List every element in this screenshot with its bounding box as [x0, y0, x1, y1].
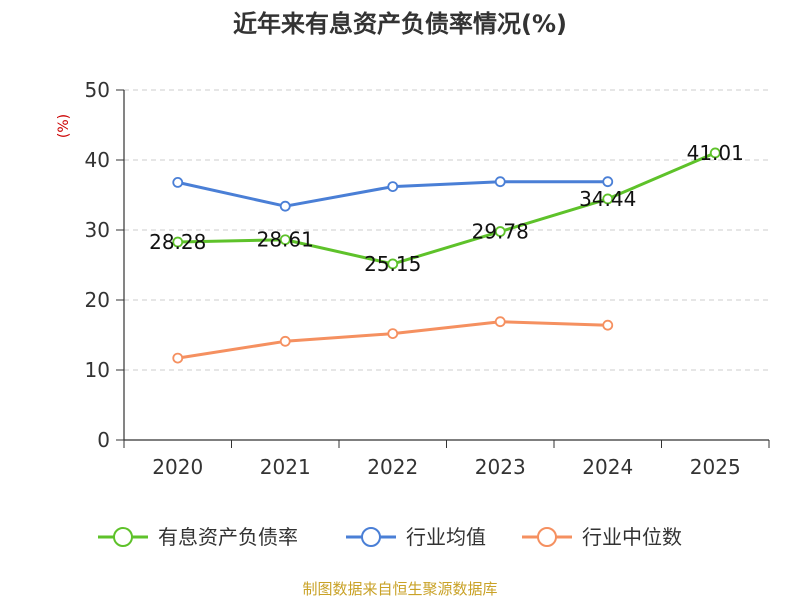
data-point: [494, 176, 506, 188]
data-point: [494, 316, 506, 328]
data-point: [387, 328, 399, 340]
source-note: 制图数据来自恒生聚源数据库: [302, 580, 497, 598]
data-point: [602, 319, 614, 331]
data-point: [602, 193, 614, 205]
x-tick-label: 2020: [152, 455, 203, 479]
data-point: [172, 352, 184, 364]
legend-swatch-marker: [113, 527, 133, 547]
x-tick-label: 2023: [475, 455, 526, 479]
y-tick-label: 0: [97, 428, 110, 452]
data-point: [709, 147, 721, 159]
x-tick-label: 2024: [582, 455, 633, 479]
legend-swatch-marker: [361, 527, 381, 547]
data-labels: 28.28 28.61 25.15 29.78 34.44 41.01: [149, 141, 744, 276]
x-tick-label: 2021: [260, 455, 311, 479]
y-tick-label: 30: [85, 218, 110, 242]
data-point: [279, 335, 291, 347]
data-label: 28.28: [149, 230, 206, 254]
legend-label: 有息资产负债率: [158, 525, 298, 549]
data-point: [387, 181, 399, 193]
chart-title: 近年来有息资产负债率情况(%): [233, 10, 567, 38]
data-point: [279, 234, 291, 246]
data-point: [494, 226, 506, 237]
legend-label: 行业中位数: [582, 525, 682, 549]
data-point: [279, 200, 291, 212]
data-label: 41.01: [687, 141, 744, 165]
data-point: [172, 176, 184, 188]
axes: 0 10 20 30 40 50 2020 2021 2022 2023 2024 2025: [85, 78, 770, 479]
series-lines: [172, 147, 721, 364]
y-axis-unit-label: (%): [56, 114, 72, 138]
legend: 有息资产负债率 行业均值 行业中位数: [98, 525, 682, 549]
data-label: 28.61: [257, 228, 314, 252]
legend-swatch-marker: [537, 527, 557, 547]
y-tick-label: 20: [85, 288, 110, 312]
x-tick-label: 2025: [690, 455, 741, 479]
data-label: 34.44: [579, 187, 636, 211]
series-line: [176, 151, 717, 266]
series-line: [176, 320, 610, 360]
x-tick-label: 2022: [367, 455, 418, 479]
y-tick-label: 50: [85, 78, 110, 102]
y-tick-label: 40: [85, 148, 110, 172]
data-point: [387, 258, 399, 270]
data-label: 29.78: [472, 220, 529, 244]
data-point: [172, 236, 184, 248]
data-point: [602, 176, 614, 188]
y-tick-label: 10: [85, 358, 110, 382]
data-label: 25.15: [364, 252, 421, 276]
legend-label: 行业均值: [406, 525, 486, 549]
